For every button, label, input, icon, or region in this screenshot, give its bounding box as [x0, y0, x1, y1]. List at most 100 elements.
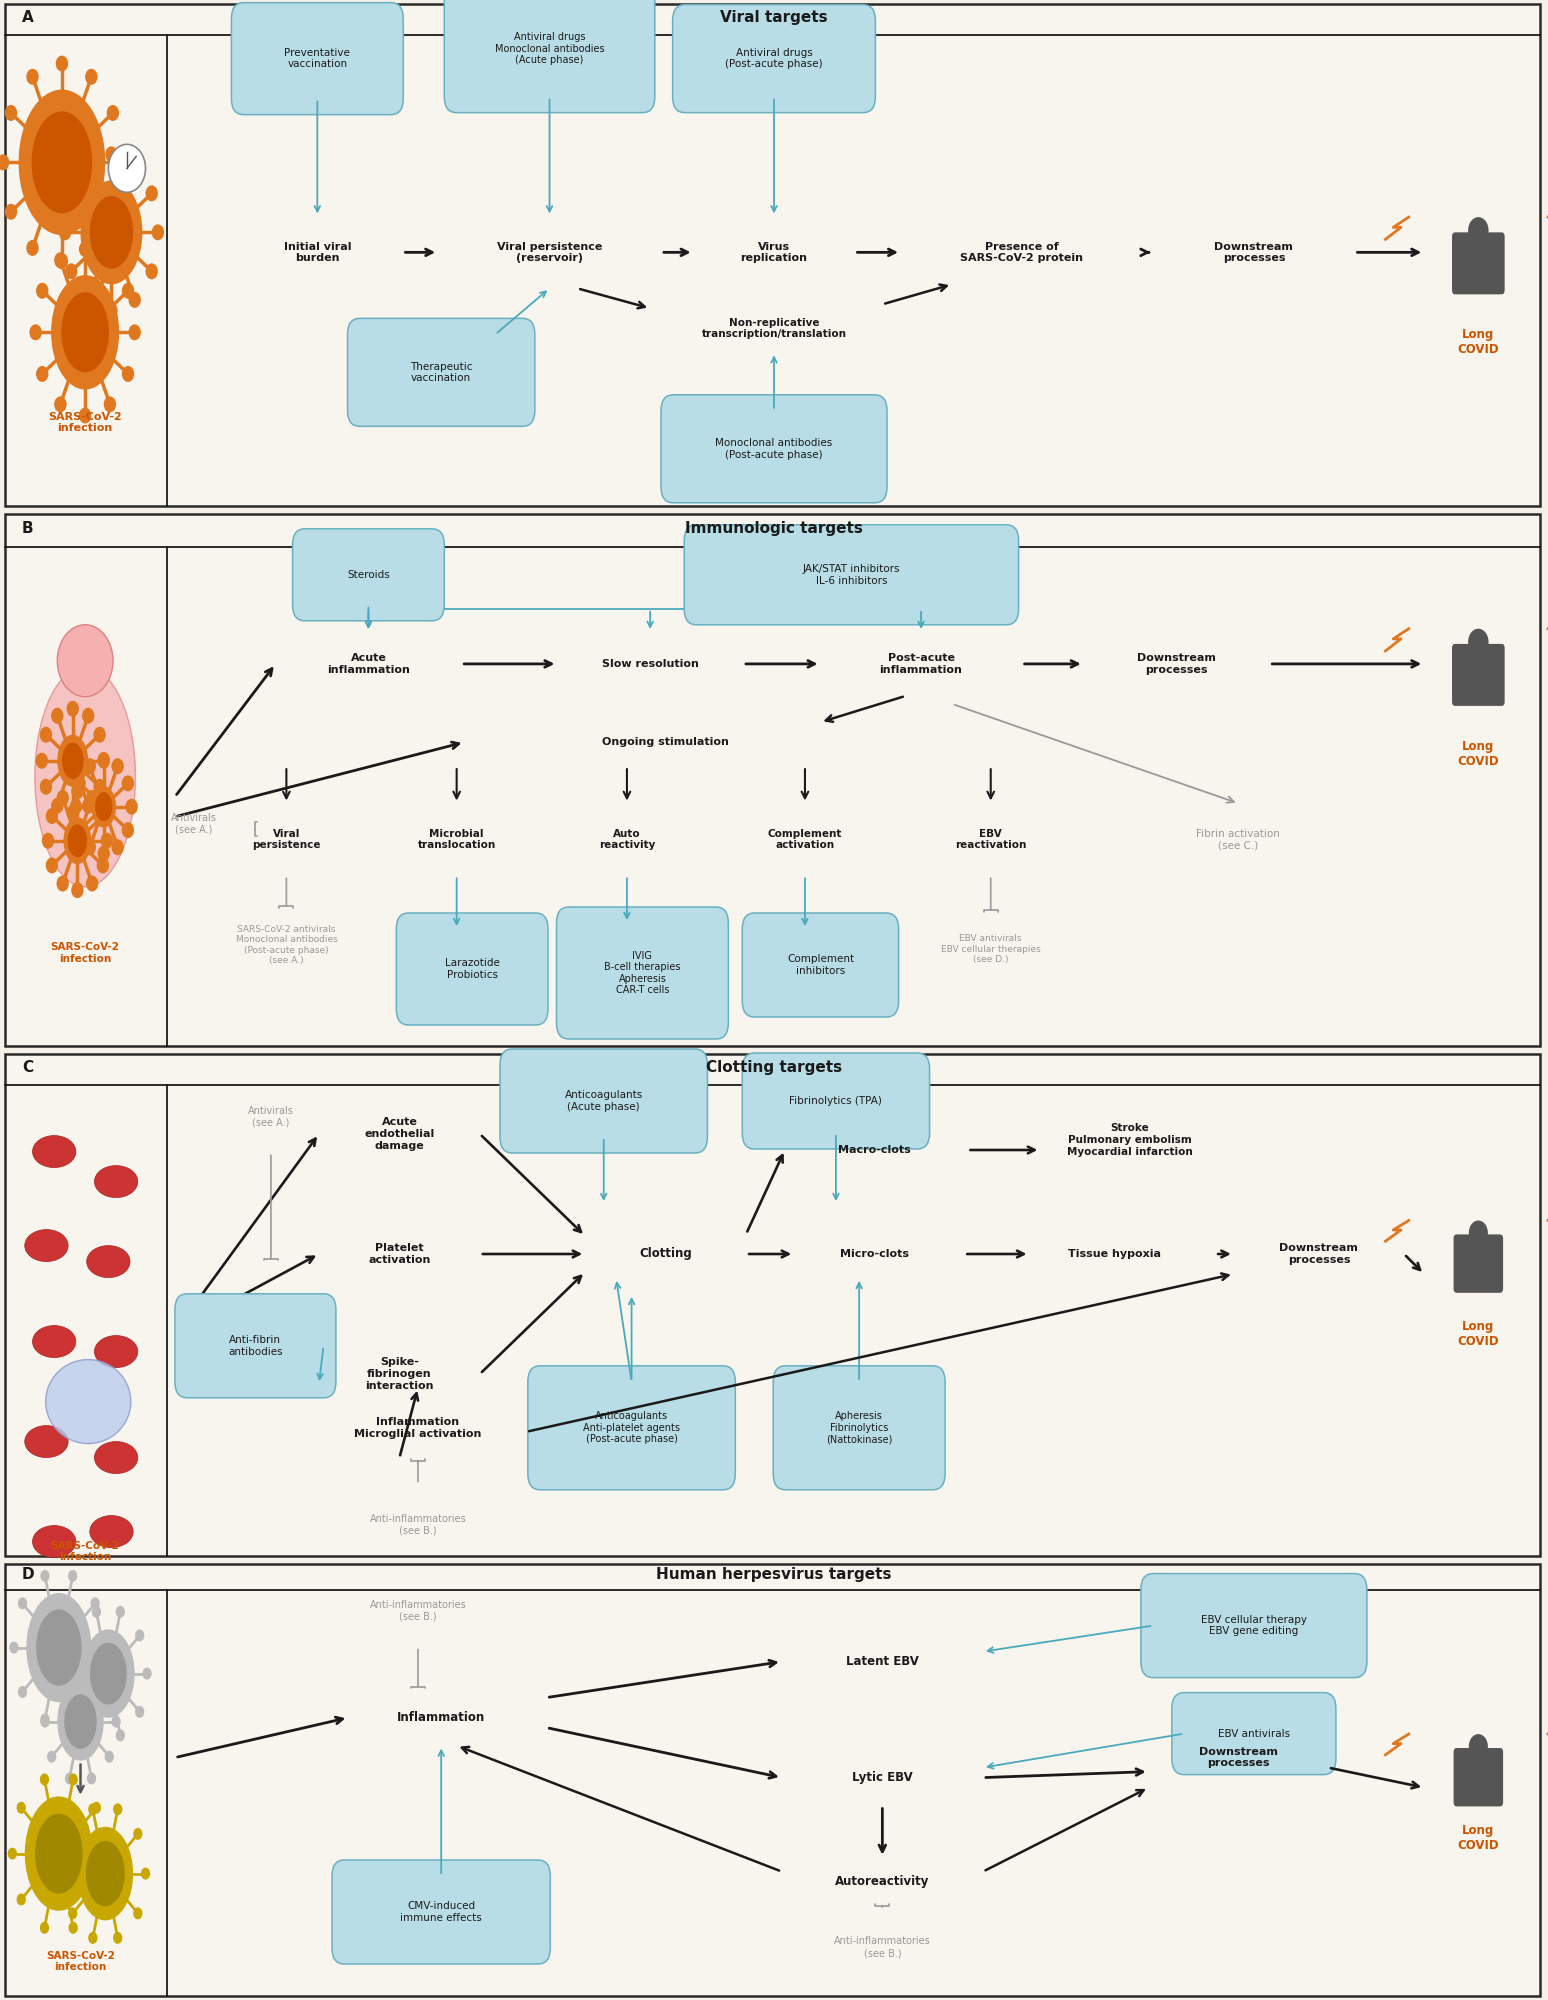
Circle shape: [91, 1894, 101, 1906]
Circle shape: [17, 1894, 26, 1906]
Circle shape: [40, 778, 53, 794]
Circle shape: [19, 1598, 28, 1610]
Text: IVIG
B-cell therapies
Apheresis
CAR-T cells: IVIG B-cell therapies Apheresis CAR-T ce…: [604, 950, 681, 996]
Circle shape: [122, 366, 135, 382]
Circle shape: [26, 68, 39, 84]
FancyBboxPatch shape: [743, 912, 898, 1018]
Text: Human herpesvirus targets: Human herpesvirus targets: [656, 1568, 892, 1582]
Text: SARS-CoV-2 antivirals
Monoclonal antibodies
(Post-acute phase)
(see A.): SARS-CoV-2 antivirals Monoclonal antibod…: [235, 924, 337, 966]
Text: CMV-induced
immune effects: CMV-induced immune effects: [401, 1902, 481, 1922]
Circle shape: [46, 1680, 56, 1692]
Circle shape: [71, 784, 84, 800]
Text: Anticoagulants
(Acute phase): Anticoagulants (Acute phase): [565, 1090, 642, 1112]
Circle shape: [104, 252, 116, 268]
Circle shape: [51, 798, 63, 814]
Text: Anti-inflammatories
(see B.): Anti-inflammatories (see B.): [834, 1936, 930, 1958]
Circle shape: [36, 752, 48, 768]
Circle shape: [93, 778, 105, 794]
Circle shape: [29, 324, 42, 340]
Ellipse shape: [25, 1426, 68, 1458]
Ellipse shape: [33, 1136, 76, 1168]
Circle shape: [85, 68, 98, 84]
Circle shape: [88, 1804, 98, 1816]
Circle shape: [42, 832, 54, 848]
Circle shape: [0, 154, 9, 170]
Text: Anti-inflammatories
(see B.): Anti-inflammatories (see B.): [370, 1514, 466, 1536]
Ellipse shape: [94, 1166, 138, 1198]
Circle shape: [40, 1922, 50, 1934]
Ellipse shape: [57, 734, 88, 786]
Text: Stroke
Pulmonary embolism
Myocardial infarction: Stroke Pulmonary embolism Myocardial inf…: [1067, 1124, 1194, 1156]
Text: Ongoing stimulation: Ongoing stimulation: [602, 738, 729, 748]
Text: Monoclonal antibodies
(Post-acute phase): Monoclonal antibodies (Post-acute phase): [715, 438, 833, 460]
Circle shape: [17, 1802, 26, 1814]
Text: Presence of
SARS-CoV-2 protein: Presence of SARS-CoV-2 protein: [960, 242, 1084, 264]
Circle shape: [128, 292, 141, 308]
Text: Long
COVID: Long COVID: [1458, 1824, 1498, 1852]
FancyBboxPatch shape: [774, 1366, 944, 1490]
Circle shape: [90, 1686, 99, 1698]
Text: Post-acute
inflammation: Post-acute inflammation: [879, 654, 963, 674]
Circle shape: [84, 758, 96, 774]
Circle shape: [88, 1932, 98, 1944]
Ellipse shape: [36, 1610, 82, 1686]
Ellipse shape: [90, 196, 133, 268]
Circle shape: [82, 156, 94, 172]
Circle shape: [93, 726, 105, 742]
Text: Clotting: Clotting: [639, 1248, 692, 1260]
FancyBboxPatch shape: [661, 394, 887, 502]
Text: SARS-CoV-2
infection: SARS-CoV-2 infection: [46, 1950, 115, 1972]
Circle shape: [82, 798, 94, 814]
Circle shape: [91, 1802, 101, 1814]
Circle shape: [101, 1848, 110, 1860]
Circle shape: [141, 1868, 150, 1880]
Text: EBV antivirals
EBV cellular therapies
(see D.): EBV antivirals EBV cellular therapies (s…: [941, 934, 1040, 964]
Ellipse shape: [94, 792, 113, 822]
Ellipse shape: [68, 824, 87, 858]
Text: Acute
endothelial
damage: Acute endothelial damage: [364, 1118, 435, 1150]
FancyBboxPatch shape: [5, 1564, 1540, 1996]
Circle shape: [133, 1908, 142, 1920]
Text: Long
COVID: Long COVID: [1458, 740, 1498, 768]
Circle shape: [105, 146, 118, 162]
Text: Antiviral drugs
(Post-acute phase): Antiviral drugs (Post-acute phase): [724, 48, 824, 70]
Ellipse shape: [19, 90, 105, 236]
Ellipse shape: [82, 1630, 135, 1718]
Text: C: C: [22, 1060, 34, 1074]
Circle shape: [105, 302, 118, 318]
FancyBboxPatch shape: [1454, 1234, 1503, 1292]
Circle shape: [73, 822, 85, 838]
Ellipse shape: [31, 112, 93, 214]
Circle shape: [65, 186, 77, 202]
Circle shape: [104, 396, 116, 412]
Circle shape: [26, 240, 39, 256]
Circle shape: [46, 1750, 56, 1762]
Text: Long
COVID: Long COVID: [1458, 328, 1498, 356]
Circle shape: [54, 252, 67, 268]
Circle shape: [142, 1668, 152, 1680]
Circle shape: [68, 1774, 77, 1786]
Text: Slow resolution: Slow resolution: [602, 658, 698, 668]
Circle shape: [40, 1774, 50, 1786]
Text: Inflammation: Inflammation: [396, 1712, 486, 1724]
Circle shape: [128, 156, 141, 172]
Circle shape: [111, 758, 124, 774]
Circle shape: [67, 700, 79, 716]
Text: Auto
reactivity: Auto reactivity: [599, 828, 655, 850]
Circle shape: [73, 1706, 82, 1718]
Ellipse shape: [85, 1840, 125, 1906]
Circle shape: [65, 1668, 74, 1680]
Text: SARS-CoV-2
infection: SARS-CoV-2 infection: [51, 1540, 119, 1562]
Circle shape: [73, 776, 85, 792]
Circle shape: [113, 1932, 122, 1944]
Ellipse shape: [62, 292, 108, 372]
Circle shape: [9, 1642, 19, 1654]
FancyBboxPatch shape: [684, 524, 1019, 624]
FancyBboxPatch shape: [1452, 232, 1505, 294]
Circle shape: [107, 204, 119, 220]
Text: SARS-CoV-2
infection: SARS-CoV-2 infection: [48, 412, 122, 434]
Circle shape: [40, 1716, 50, 1728]
FancyBboxPatch shape: [743, 1052, 929, 1148]
Ellipse shape: [94, 1442, 138, 1474]
Circle shape: [96, 808, 108, 824]
